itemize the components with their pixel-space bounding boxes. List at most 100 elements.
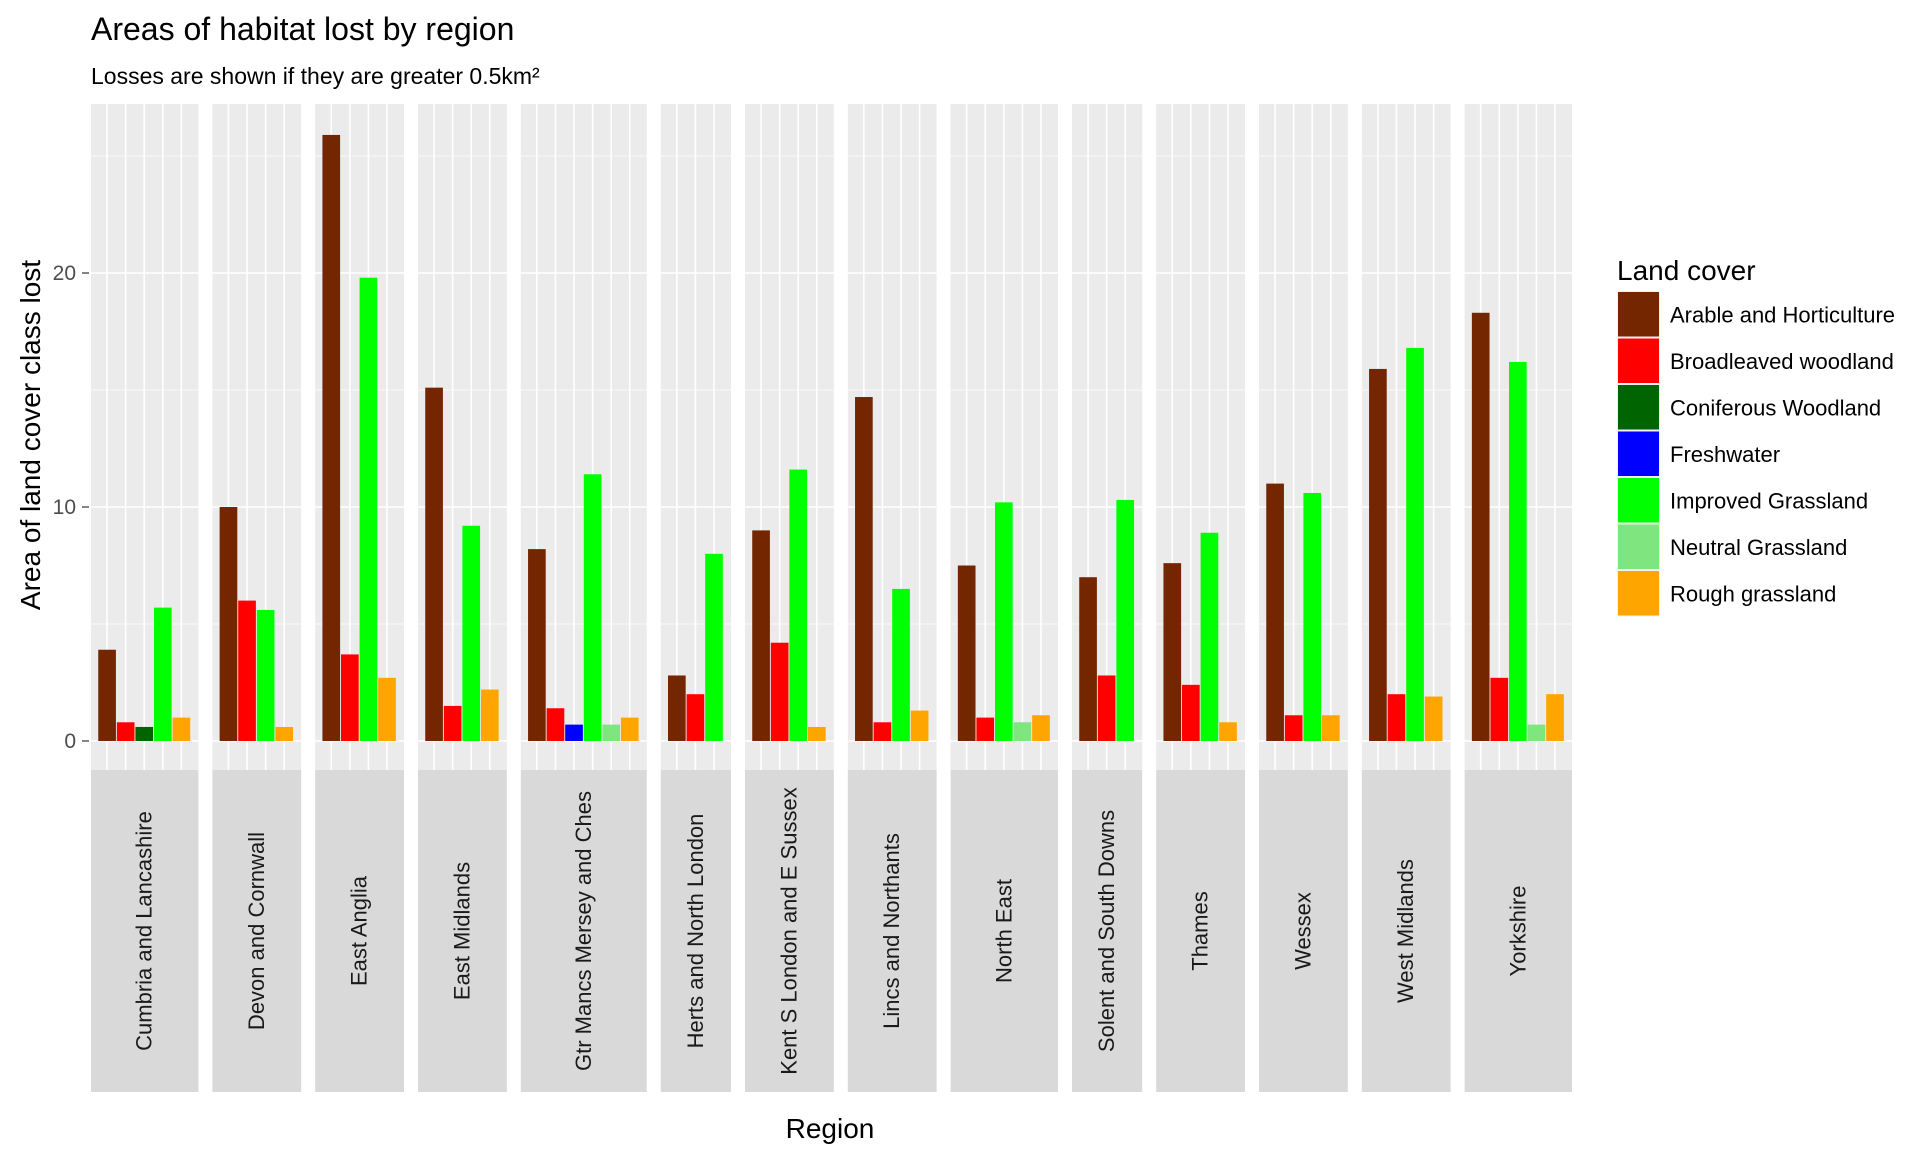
bar-cumbria-and-lancashire-rough-grassland (172, 717, 191, 741)
bar-yorkshire-neutral-grassland (1527, 724, 1546, 741)
strip-background (520, 770, 647, 1092)
bar-east-midlands-improved-grassland (462, 525, 481, 741)
strip-background (1259, 770, 1348, 1092)
bar-herts-and-north-london-improved-grassland (705, 553, 723, 741)
strip-label: Yorkshire (1505, 886, 1530, 977)
legend-swatch-arable-and-horticulture (1618, 292, 1659, 337)
bar-lincs-and-northants-improved-grassland (892, 588, 910, 741)
strip-background (1464, 770, 1572, 1092)
bar-herts-and-north-london-broadleaved-woodland (686, 694, 705, 741)
x-axis-title: Region (786, 1113, 875, 1144)
strip-label: Herts and North London (683, 814, 708, 1049)
y-tick-label: 0 (64, 730, 76, 753)
chart-subtitle: Losses are shown if they are greater 0.5… (91, 63, 540, 89)
panel-kent-s-london-and-e-sussex: Kent S London and E Sussex (744, 104, 834, 1092)
bar-kent-s-london-and-e-sussex-improved-grassland (789, 469, 808, 741)
legend: Land cover Arable and Horticulture Broadl… (1617, 255, 1895, 617)
y-tick-label: 10 (53, 496, 76, 519)
bar-east-anglia-improved-grassland (359, 277, 378, 741)
legend-label-freshwater: Freshwater (1670, 442, 1780, 467)
strip-background (660, 770, 731, 1092)
bar-north-east-improved-grassland (994, 502, 1013, 741)
strip-label: Thames (1188, 891, 1213, 970)
bar-east-midlands-arable-and-horticulture (425, 387, 443, 741)
legend-swatch-neutral-grassland (1618, 524, 1659, 569)
bar-north-east-neutral-grassland (1013, 722, 1032, 741)
y-axis-title: Area of land cover class lost (15, 260, 46, 610)
bar-west-midlands-improved-grassland (1406, 347, 1424, 741)
bar-yorkshire-broadleaved-woodland (1490, 677, 1509, 741)
legend-swatch-coniferous-woodland (1618, 385, 1659, 430)
strip-label: West Midlands (1393, 859, 1418, 1003)
strip-background (847, 770, 937, 1092)
bar-west-midlands-arable-and-horticulture (1369, 368, 1387, 741)
bar-gtr-mancs-mersey-and-ches-improved-grassland (583, 474, 602, 741)
bar-gtr-mancs-mersey-and-ches-broadleaved-woodland (546, 708, 565, 741)
bar-yorkshire-improved-grassland (1509, 361, 1527, 741)
bar-gtr-mancs-mersey-and-ches-arable-and-horticulture (528, 549, 546, 741)
legend-swatch-broadleaved-woodland (1618, 338, 1659, 383)
bar-kent-s-london-and-e-sussex-arable-and-horticulture (752, 530, 770, 741)
legend-label-arable-and-horticulture: Arable and Horticulture (1670, 302, 1895, 327)
legend-label-improved-grassland: Improved Grassland (1670, 488, 1868, 513)
strip-background (1071, 770, 1143, 1092)
strip-label: Devon and Cornwall (244, 832, 269, 1030)
bar-cumbria-and-lancashire-broadleaved-woodland (116, 722, 135, 741)
strip-label: Wessex (1290, 892, 1315, 970)
strip-label: East Midlands (449, 862, 474, 1000)
panel-wessex: Wessex (1259, 104, 1348, 1092)
legend-label-coniferous-woodland: Coniferous Woodland (1670, 395, 1881, 420)
bar-lincs-and-northants-arable-and-horticulture (855, 397, 873, 741)
panel-gtr-mancs-mersey-and-ches: Gtr Mancs Mersey and Ches (520, 104, 647, 1092)
bar-east-midlands-rough-grassland (480, 689, 499, 741)
legend-swatch-improved-grassland (1618, 478, 1659, 523)
bar-thames-improved-grassland (1200, 532, 1219, 741)
bar-thames-arable-and-horticulture (1163, 563, 1182, 741)
legend-swatch-freshwater (1618, 431, 1659, 476)
bar-devon-and-cornwall-broadleaved-woodland (238, 600, 256, 741)
strip-label: Gtr Mancs Mersey and Ches (571, 791, 596, 1071)
legend-swatch-rough-grassland (1618, 571, 1659, 616)
bar-wessex-rough-grassland (1321, 715, 1340, 741)
bar-gtr-mancs-mersey-and-ches-neutral-grassland (602, 724, 621, 741)
bar-north-east-arable-and-horticulture (957, 565, 976, 741)
strip-background (315, 770, 404, 1092)
bar-north-east-broadleaved-woodland (976, 717, 995, 741)
bar-east-midlands-broadleaved-woodland (443, 705, 462, 741)
bar-east-anglia-broadleaved-woodland (341, 654, 359, 741)
legend-label-rough-grassland: Rough grassland (1670, 581, 1836, 606)
legend-title: Land cover (1617, 255, 1756, 286)
y-tick-label: 20 (53, 262, 76, 285)
bar-west-midlands-broadleaved-woodland (1387, 694, 1406, 741)
bar-herts-and-north-london-arable-and-horticulture (668, 675, 686, 741)
bar-kent-s-london-and-e-sussex-broadleaved-woodland (770, 642, 789, 741)
panel-solent-and-south-downs: Solent and South Downs (1071, 104, 1143, 1092)
bar-cumbria-and-lancashire-coniferous-woodland (135, 726, 154, 741)
strip-label: Lincs and Northants (879, 833, 904, 1029)
panel-north-east: North East (950, 104, 1058, 1092)
panel-thames: Thames (1156, 104, 1246, 1092)
panel-lincs-and-northants: Lincs and Northants (847, 104, 937, 1092)
bar-solent-and-south-downs-arable-and-horticulture (1079, 577, 1097, 741)
bar-solent-and-south-downs-broadleaved-woodland (1097, 675, 1116, 741)
strip-background (212, 770, 302, 1092)
strip-background (1156, 770, 1246, 1092)
bar-gtr-mancs-mersey-and-ches-freshwater (565, 724, 583, 741)
strip-label: Cumbria and Lancashire (132, 811, 157, 1051)
strip-label: Solent and South Downs (1094, 810, 1119, 1052)
legend-label-neutral-grassland: Neutral Grassland (1670, 535, 1847, 560)
bar-devon-and-cornwall-improved-grassland (256, 609, 275, 741)
bar-lincs-and-northants-broadleaved-woodland (873, 722, 892, 741)
y-axis-ticks: 0 10 20 (53, 262, 89, 753)
bar-west-midlands-rough-grassland (1424, 696, 1443, 741)
bar-east-anglia-rough-grassland (378, 677, 396, 741)
strip-label: East Anglia (347, 875, 372, 986)
bar-thames-rough-grassland (1219, 722, 1237, 741)
bar-cumbria-and-lancashire-improved-grassland (153, 607, 172, 741)
legend-label-broadleaved-woodland: Broadleaved woodland (1670, 349, 1894, 374)
bar-wessex-arable-and-horticulture (1266, 483, 1284, 741)
bar-lincs-and-northants-rough-grassland (910, 710, 929, 741)
panel-yorkshire: Yorkshire (1464, 104, 1572, 1092)
panel-devon-and-cornwall: Devon and Cornwall (212, 104, 302, 1092)
